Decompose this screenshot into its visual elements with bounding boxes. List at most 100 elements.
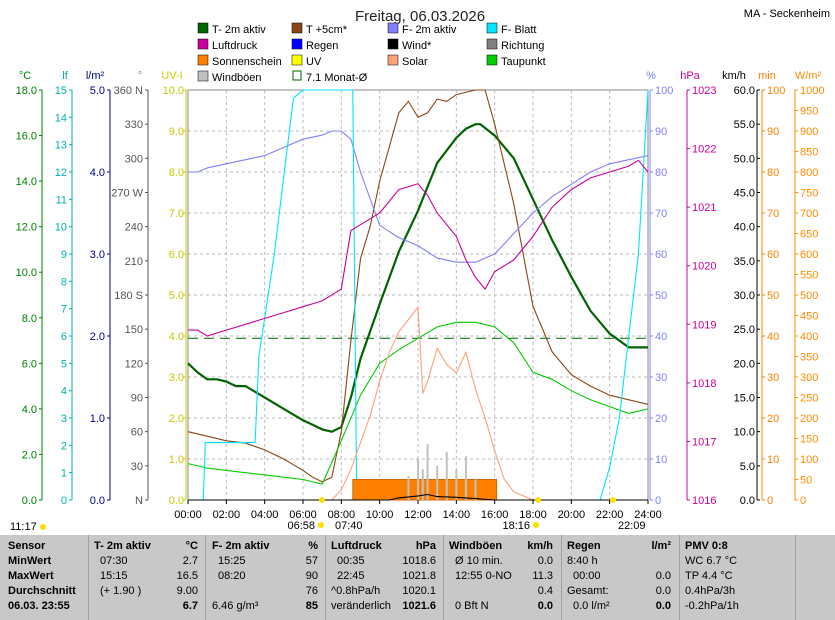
gust-current: 0.0	[537, 600, 553, 612]
sunrise-axis-marker	[319, 497, 325, 503]
temp-max-time: 15:15	[100, 570, 128, 582]
axis-tick-label: 100	[767, 85, 785, 97]
gust-max: 11.3	[532, 570, 553, 582]
press-trend-3h: 0.4hPa/3h	[685, 585, 736, 597]
axis-unit-label: l/m²	[86, 70, 105, 82]
axis-unit-label: hPa	[680, 70, 700, 82]
axis-tick-label: 15.0	[734, 393, 755, 405]
legend-label: F- Blatt	[501, 24, 536, 36]
legend-label: F- 2m aktiv	[402, 24, 457, 36]
axis-tick-label: 10	[55, 222, 67, 234]
windchill: WC 6.7 °C	[685, 555, 738, 567]
gust-avg: 0.4	[537, 585, 553, 597]
x-tick-label: 06:00	[289, 509, 317, 521]
legend-swatch	[197, 22, 209, 34]
legend-label: Windböen	[212, 72, 262, 84]
axis-tick-label: 0	[61, 495, 67, 507]
axis-tick-label: 13	[55, 140, 67, 152]
rain-time: 00:00	[573, 570, 601, 582]
hum-max-time: 08:20	[218, 570, 246, 582]
hum-avg: 76	[305, 585, 318, 597]
rain-unit: l/m²	[651, 540, 671, 552]
axis-tick-label: 2.0	[22, 449, 37, 461]
row-label-min: MinWert	[8, 555, 52, 567]
axis-tick-label: 15	[55, 85, 67, 97]
axis-tick-label: 5	[61, 358, 67, 370]
legend-swatch	[387, 54, 399, 66]
legend-label: Sonnenschein	[212, 56, 282, 68]
legend-label: Luftdruck	[212, 40, 258, 52]
axis-tick-label: 850	[800, 147, 818, 159]
legend-label: 7.1 Monat-Ø	[306, 72, 368, 84]
legend-swatch	[387, 22, 399, 34]
sunset2-label: 22:09	[618, 520, 646, 532]
temp-current: 6.7	[182, 600, 198, 612]
gust-bft: 0 Bft N	[455, 600, 489, 612]
axis-tick-label: 0.0	[22, 495, 37, 507]
legend-swatch	[387, 38, 399, 50]
sun-marks: 11:17 06:58 07:40 18:16 22:09	[10, 497, 646, 533]
rain-amount: 0.0 l/m²	[573, 600, 610, 612]
axis-tick-label: 45.0	[734, 188, 755, 200]
axis-tick-label: 11	[56, 194, 67, 206]
rain-total: 0.0	[655, 585, 671, 597]
axis-tick-label: 60	[655, 249, 667, 261]
axis-tick-label: 2.0	[169, 413, 184, 425]
axis-tick-label: 4.0	[22, 404, 37, 416]
axis-tick-label: 0	[655, 495, 661, 507]
axis-tick-label: 90	[655, 126, 667, 138]
axis-tick-label: 0.0	[169, 495, 184, 507]
axis-tick-label: 4	[61, 386, 67, 398]
axis-tick-label: 180 S	[114, 290, 143, 302]
axis-tick-label: 40	[655, 331, 667, 343]
temp-avg: 9.00	[176, 585, 198, 597]
rain-duration: 8:40 h	[567, 555, 598, 567]
sunrise-label: 06:58	[287, 520, 315, 532]
x-tick-label: 12:00	[404, 509, 432, 521]
weather-chart: Freitag, 06.03.2026 MA - Seckenheim T- 2…	[10, 8, 830, 533]
hum-abs: 6.46 g/m³	[212, 600, 259, 612]
axis-tick-label: 1017	[692, 436, 716, 448]
gust-avg-label: Ø 10 min.	[455, 555, 503, 567]
x-tick-label: 18:00	[519, 509, 547, 521]
legend-label: UV	[306, 56, 322, 68]
axis-unit-label: %	[646, 70, 656, 82]
x-tick-label: 10:00	[366, 509, 394, 521]
station-name: MA - Seckenheim	[744, 8, 830, 20]
series-wind-	[188, 493, 648, 501]
axis-unit-label: lf	[62, 70, 68, 82]
axis-tick-label: 20	[655, 413, 667, 425]
x-tick-label: 08:00	[328, 509, 356, 521]
pmv-header: PMV 0:8	[685, 540, 728, 552]
axis-tick-label: 1021	[692, 202, 716, 214]
sunrise2-label: 07:40	[335, 520, 363, 532]
axis-tick-label: 60	[131, 427, 143, 439]
axis-tick-label: 10	[655, 454, 667, 466]
axis-tick-label: 150	[125, 324, 143, 336]
series-t-2m-aktiv	[187, 123, 648, 433]
axis-tick-label: N	[135, 495, 143, 507]
axis-tick-label: 4.0	[169, 331, 184, 343]
legend-swatch	[486, 54, 498, 66]
axis-tick-label: 400	[800, 331, 818, 343]
axis-tick-label: 8.0	[169, 167, 184, 179]
press-max: 1021.8	[402, 570, 436, 582]
axis-tick-label: 20.0	[734, 358, 755, 370]
axis-tick-label: 7.0	[169, 208, 184, 220]
axis-tick-label: 700	[800, 208, 818, 220]
hum-min: 57	[305, 555, 318, 567]
axis-tick-label: 3	[61, 413, 67, 425]
axis-tick-label: 150	[800, 434, 818, 446]
legend-label: Taupunkt	[501, 56, 546, 68]
axis-tick-label: 1023	[692, 85, 716, 97]
legend-swatch	[486, 38, 498, 50]
axis-tick-label: 30	[655, 372, 667, 384]
axis-tick-label: 1018	[692, 378, 716, 390]
axis-tick-label: 50	[655, 290, 667, 302]
axis-tick-label: 500	[800, 290, 818, 302]
press-trend-1h: -0.2hPa/1h	[685, 600, 739, 612]
axis-tick-label: 90	[131, 393, 143, 405]
x-tick-label: 02:00	[213, 509, 241, 521]
axis-tick-label: 16.0	[16, 131, 37, 143]
press-current: 1021.6	[402, 600, 436, 612]
